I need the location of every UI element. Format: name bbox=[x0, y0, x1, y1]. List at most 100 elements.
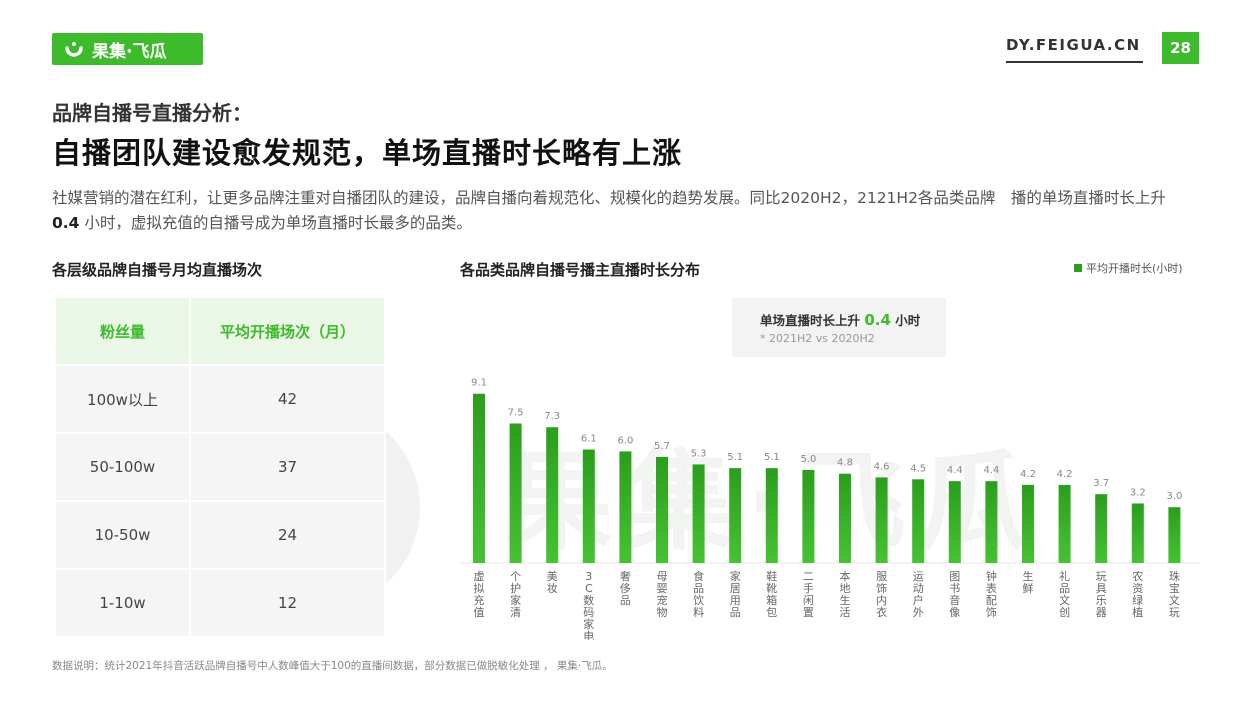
x-tick-label-9: 二手闲置 bbox=[803, 570, 814, 619]
data-label-18: 3.2 bbox=[1130, 487, 1146, 498]
page-title: 自播团队建设愈发规范，单场直播时长略有上涨 bbox=[52, 136, 683, 170]
data-label-0: 9.1 bbox=[471, 378, 487, 389]
x-tick-label-7: 家居用品 bbox=[730, 569, 741, 619]
bar-4 bbox=[619, 451, 632, 563]
cell-sessions: 24 bbox=[191, 502, 386, 570]
bar-14 bbox=[985, 481, 998, 563]
bar-1 bbox=[509, 423, 522, 563]
x-tick-label-18: 农资绿植 bbox=[1132, 569, 1143, 619]
legend-label: 平均开播时长(小时) bbox=[1086, 262, 1183, 275]
data-label-9: 5.0 bbox=[800, 454, 816, 465]
data-label-7: 5.1 bbox=[727, 452, 743, 463]
site-url: DY.FEIGUA.CN bbox=[1006, 36, 1141, 54]
description: 社媒营销的潜在红利，让更多品牌注重对自播团队的建设，品牌自播向着规范化、规模化的… bbox=[52, 186, 1197, 236]
data-label-2: 7.3 bbox=[544, 411, 560, 422]
x-tick-label-16: 礼品文创 bbox=[1059, 569, 1070, 619]
data-label-15: 4.2 bbox=[1020, 469, 1036, 480]
legend-swatch bbox=[1074, 264, 1082, 272]
x-tick-label-19: 珠宝文玩 bbox=[1169, 569, 1180, 619]
x-tick-label-15: 生鲜 bbox=[1023, 569, 1034, 595]
brand-logo: 果集·飞瓜 bbox=[52, 33, 203, 65]
data-label-1: 7.5 bbox=[508, 408, 524, 419]
header-fans: 粉丝量 bbox=[56, 298, 191, 366]
page-number: 28 bbox=[1162, 32, 1199, 64]
highlight-note: 单场直播时长上升 0.4 小时 * 2021H2 vs 2020H2 bbox=[732, 298, 946, 357]
bar-18 bbox=[1131, 503, 1144, 563]
bar-15 bbox=[1022, 484, 1034, 563]
x-tick-label-3: 3 C 数码家电 bbox=[583, 570, 594, 640]
bar-8 bbox=[765, 468, 778, 563]
bar-2 bbox=[546, 427, 559, 563]
table-title: 各层级品牌自播号月均直播场次 bbox=[52, 261, 263, 279]
data-label-4: 6.0 bbox=[617, 435, 633, 446]
cell-sessions: 37 bbox=[191, 434, 386, 502]
site-underline bbox=[1006, 61, 1143, 63]
header-avg-sessions: 平均开播场次（月） bbox=[191, 298, 386, 366]
bar-7 bbox=[729, 468, 742, 563]
x-tick-label-13: 图书音像 bbox=[949, 570, 960, 619]
bar-11 bbox=[875, 477, 888, 563]
bar-19 bbox=[1168, 507, 1181, 563]
data-label-13: 4.4 bbox=[947, 465, 963, 476]
x-tick-label-1: 个护家清 bbox=[510, 570, 521, 619]
data-label-19: 3.0 bbox=[1166, 491, 1182, 502]
table-row: 1-10w 12 bbox=[56, 570, 386, 638]
cell-fans: 1-10w bbox=[56, 570, 191, 638]
bar-5 bbox=[656, 456, 668, 563]
note-prefix: 单场直播时长上升 bbox=[760, 313, 865, 328]
table-header-row: 粉丝量 平均开播场次（月） bbox=[56, 298, 386, 366]
bar-chart: 9.1 虚拟充值 7.5 个护家清 7.3 美妆 6.1 3 C 数码家电 6.0 奢侈品 5.7 母婴宠… bbox=[460, 378, 1200, 640]
bar-12 bbox=[912, 479, 925, 563]
data-label-6: 5.3 bbox=[691, 448, 707, 459]
bar-10 bbox=[839, 473, 851, 563]
cell-fans: 10-50w bbox=[56, 502, 191, 570]
bar-0 bbox=[473, 393, 485, 563]
logo-icon bbox=[65, 42, 83, 57]
description-highlight: 0.4 bbox=[52, 214, 80, 232]
chart-title: 各品类品牌自播号播主直播时长分布 bbox=[460, 261, 701, 279]
fans-level-table: 粉丝量 平均开播场次（月） 100w以上 42 50-100w 37 10-50… bbox=[56, 298, 386, 638]
cell-sessions: 12 bbox=[191, 570, 386, 638]
data-label-12: 4.5 bbox=[910, 463, 926, 474]
note-line1: 单场直播时长上升 0.4 小时 bbox=[760, 310, 920, 329]
logo-text: 果集·飞瓜 bbox=[92, 41, 167, 62]
bar-6 bbox=[692, 464, 705, 563]
x-tick-label-10: 本地生活 bbox=[840, 569, 851, 619]
data-label-17: 3.7 bbox=[1093, 478, 1109, 489]
cell-sessions: 42 bbox=[191, 366, 386, 434]
table-row: 50-100w 37 bbox=[56, 434, 386, 502]
x-tick-label-4: 奢侈品 bbox=[620, 569, 631, 607]
data-label-5: 5.7 bbox=[654, 441, 670, 452]
x-tick-label-0: 虚拟充值 bbox=[474, 570, 485, 619]
footer-note: 数据说明：统计2021年抖音活跃品牌自播号中人数峰值大于100的直播间数据，部分… bbox=[52, 660, 613, 672]
note-line2: * 2021H2 vs 2020H2 bbox=[760, 332, 875, 345]
data-label-16: 4.2 bbox=[1057, 469, 1073, 480]
section-kicker: 品牌自播号直播分析： bbox=[52, 101, 252, 125]
note-value: 0.4 bbox=[864, 311, 891, 329]
x-tick-label-14: 钟表配饰 bbox=[986, 569, 997, 619]
data-label-14: 4.4 bbox=[983, 465, 999, 476]
data-label-3: 6.1 bbox=[581, 434, 597, 445]
data-label-8: 5.1 bbox=[764, 452, 780, 463]
x-tick-label-2: 美妆 bbox=[547, 570, 558, 595]
bar-13 bbox=[948, 481, 961, 563]
bar-17 bbox=[1095, 494, 1108, 563]
table-row: 100w以上 42 bbox=[56, 366, 386, 434]
x-tick-label-17: 玩具乐器 bbox=[1096, 570, 1107, 619]
x-tick-label-11: 服饰内衣 bbox=[876, 570, 887, 619]
cell-fans: 100w以上 bbox=[56, 366, 191, 434]
bar-16 bbox=[1058, 484, 1071, 563]
bar-9 bbox=[802, 470, 815, 563]
table-row: 10-50w 24 bbox=[56, 502, 386, 570]
description-part2: 小时，虚拟充值的自播号成为单场直播时长最多的品类。 bbox=[79, 214, 472, 232]
data-label-10: 4.8 bbox=[837, 458, 853, 469]
x-tick-label-8: 鞋靴箱包 bbox=[766, 569, 777, 619]
x-tick-label-12: 运动户外 bbox=[913, 570, 924, 619]
description-part1: 社媒营销的潜在红利，让更多品牌注重对自播团队的建设，品牌自播向着规范化、规模化的… bbox=[52, 189, 1166, 207]
data-label-11: 4.6 bbox=[874, 461, 890, 472]
bar-3 bbox=[582, 449, 595, 563]
chart-legend: 平均开播时长(小时) bbox=[1074, 260, 1183, 276]
x-tick-label-6: 食品饮料 bbox=[693, 569, 704, 619]
note-suffix: 小时 bbox=[890, 313, 921, 328]
cell-fans: 50-100w bbox=[56, 434, 191, 502]
